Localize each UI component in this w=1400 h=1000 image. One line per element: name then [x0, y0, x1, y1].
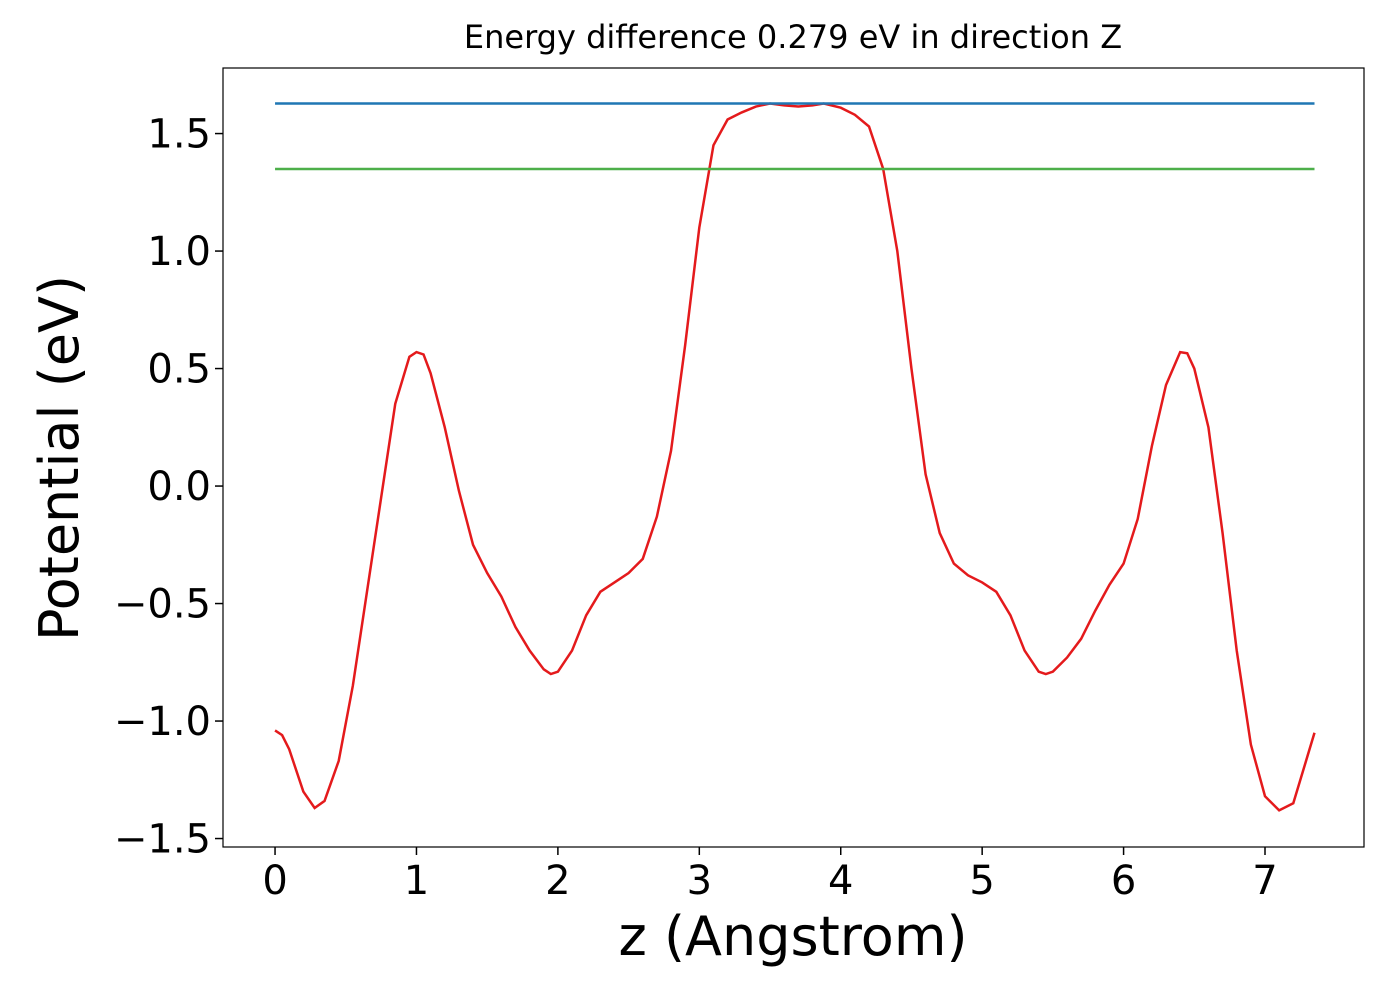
x-tick-label: 7	[1252, 858, 1277, 904]
y-tick-label: −1.0	[114, 699, 211, 745]
y-tick-label: 0.0	[147, 464, 211, 510]
x-tick-label: 4	[828, 858, 853, 904]
x-tick-label: 0	[262, 858, 287, 904]
y-tick-label: 1.5	[147, 112, 211, 158]
x-tick-label: 2	[545, 858, 570, 904]
chart-title: Energy difference 0.279 eV in direction …	[464, 18, 1122, 56]
x-tick-label: 3	[687, 858, 712, 904]
x-tick-label: 5	[969, 858, 994, 904]
y-axis-label: Potential (eV)	[28, 275, 91, 641]
y-tick-label: −1.5	[114, 817, 211, 863]
x-axis-label: z (Angstrom)	[618, 905, 967, 968]
y-tick-label: −0.5	[114, 582, 211, 628]
y-tick-label: 1.0	[147, 229, 211, 275]
x-tick-label: 1	[404, 858, 429, 904]
plot-frame	[222, 67, 1365, 848]
x-tick-label: 6	[1111, 858, 1136, 904]
line-series	[274, 102, 1316, 812]
y-tick-label: 0.5	[147, 347, 211, 393]
